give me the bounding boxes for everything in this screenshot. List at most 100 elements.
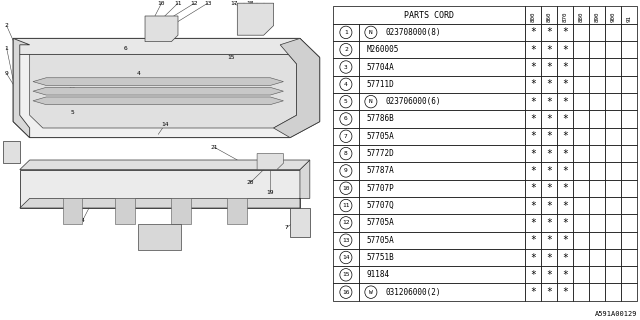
Bar (333, 24, 359, 41)
Bar (573, 76, 589, 93)
Bar (525, 197, 541, 214)
Text: 57711D: 57711D (367, 80, 395, 89)
Bar (541, 162, 557, 180)
Text: *: * (546, 166, 552, 176)
Text: 890: 890 (595, 12, 600, 22)
Bar (605, 110, 621, 128)
Text: *: * (546, 252, 552, 262)
Bar (333, 41, 359, 58)
Bar (359, 93, 525, 110)
Bar (525, 249, 541, 266)
Bar (557, 145, 573, 162)
Text: *: * (530, 183, 536, 193)
Text: 8: 8 (8, 148, 12, 153)
Text: *: * (546, 201, 552, 211)
Text: 7: 7 (344, 134, 348, 139)
Text: 13: 13 (204, 1, 211, 6)
Text: *: * (530, 79, 536, 89)
Bar (589, 24, 605, 41)
Text: *: * (562, 201, 568, 211)
Bar (541, 197, 557, 214)
Bar (621, 180, 637, 197)
Text: 57705A: 57705A (367, 218, 395, 228)
Bar (621, 145, 637, 162)
Bar (621, 93, 637, 110)
Bar (333, 284, 359, 301)
Bar (589, 284, 605, 301)
Bar (333, 266, 359, 284)
Bar (589, 232, 605, 249)
Text: *: * (530, 218, 536, 228)
Text: 12: 12 (191, 1, 198, 6)
Bar (525, 214, 541, 232)
Bar (589, 93, 605, 110)
Bar (557, 232, 573, 249)
Polygon shape (273, 38, 320, 138)
Text: 17: 17 (230, 1, 238, 6)
Bar (573, 110, 589, 128)
Bar (541, 58, 557, 76)
Bar (557, 180, 573, 197)
Bar (589, 110, 605, 128)
Bar (359, 41, 525, 58)
Bar (333, 145, 359, 162)
Bar (621, 110, 637, 128)
Bar (589, 145, 605, 162)
Bar (359, 24, 525, 41)
Text: *: * (530, 252, 536, 262)
Text: *: * (562, 287, 568, 297)
Polygon shape (237, 3, 273, 35)
Bar (605, 162, 621, 180)
Text: *: * (530, 131, 536, 141)
Bar (541, 284, 557, 301)
Text: *: * (546, 287, 552, 297)
Text: 15: 15 (342, 272, 349, 277)
Bar (621, 284, 637, 301)
Bar (359, 232, 525, 249)
Bar (525, 128, 541, 145)
Text: *: * (530, 270, 536, 280)
Text: 4: 4 (81, 218, 84, 223)
Text: *: * (562, 114, 568, 124)
Text: 57704A: 57704A (367, 62, 395, 71)
Text: *: * (530, 114, 536, 124)
Text: 13: 13 (342, 238, 349, 243)
Polygon shape (33, 97, 284, 105)
Polygon shape (20, 160, 310, 170)
Text: 20: 20 (247, 180, 254, 185)
Bar (525, 180, 541, 197)
Bar (589, 41, 605, 58)
Bar (589, 249, 605, 266)
Text: 19: 19 (266, 189, 274, 195)
Bar (605, 232, 621, 249)
Bar (605, 180, 621, 197)
Text: 031206000(2): 031206000(2) (385, 288, 441, 297)
Bar (359, 76, 525, 93)
Text: 10: 10 (157, 1, 165, 6)
Bar (589, 76, 605, 93)
Text: *: * (562, 148, 568, 159)
Text: 57786B: 57786B (367, 115, 395, 124)
Text: 16: 16 (342, 290, 349, 295)
Bar (525, 24, 541, 41)
Bar (525, 266, 541, 284)
Bar (605, 214, 621, 232)
Bar (573, 284, 589, 301)
Bar (573, 232, 589, 249)
Text: W: W (369, 290, 372, 295)
Bar (605, 128, 621, 145)
Text: 11: 11 (342, 203, 349, 208)
Bar (333, 93, 359, 110)
Text: N: N (369, 99, 372, 104)
Bar (621, 266, 637, 284)
Text: 9: 9 (4, 71, 8, 76)
Bar (621, 249, 637, 266)
Text: *: * (562, 270, 568, 280)
Text: *: * (562, 79, 568, 89)
Bar (541, 110, 557, 128)
Bar (541, 180, 557, 197)
Bar (525, 76, 541, 93)
Bar (557, 128, 573, 145)
Text: 57705A: 57705A (367, 132, 395, 141)
Bar (605, 58, 621, 76)
